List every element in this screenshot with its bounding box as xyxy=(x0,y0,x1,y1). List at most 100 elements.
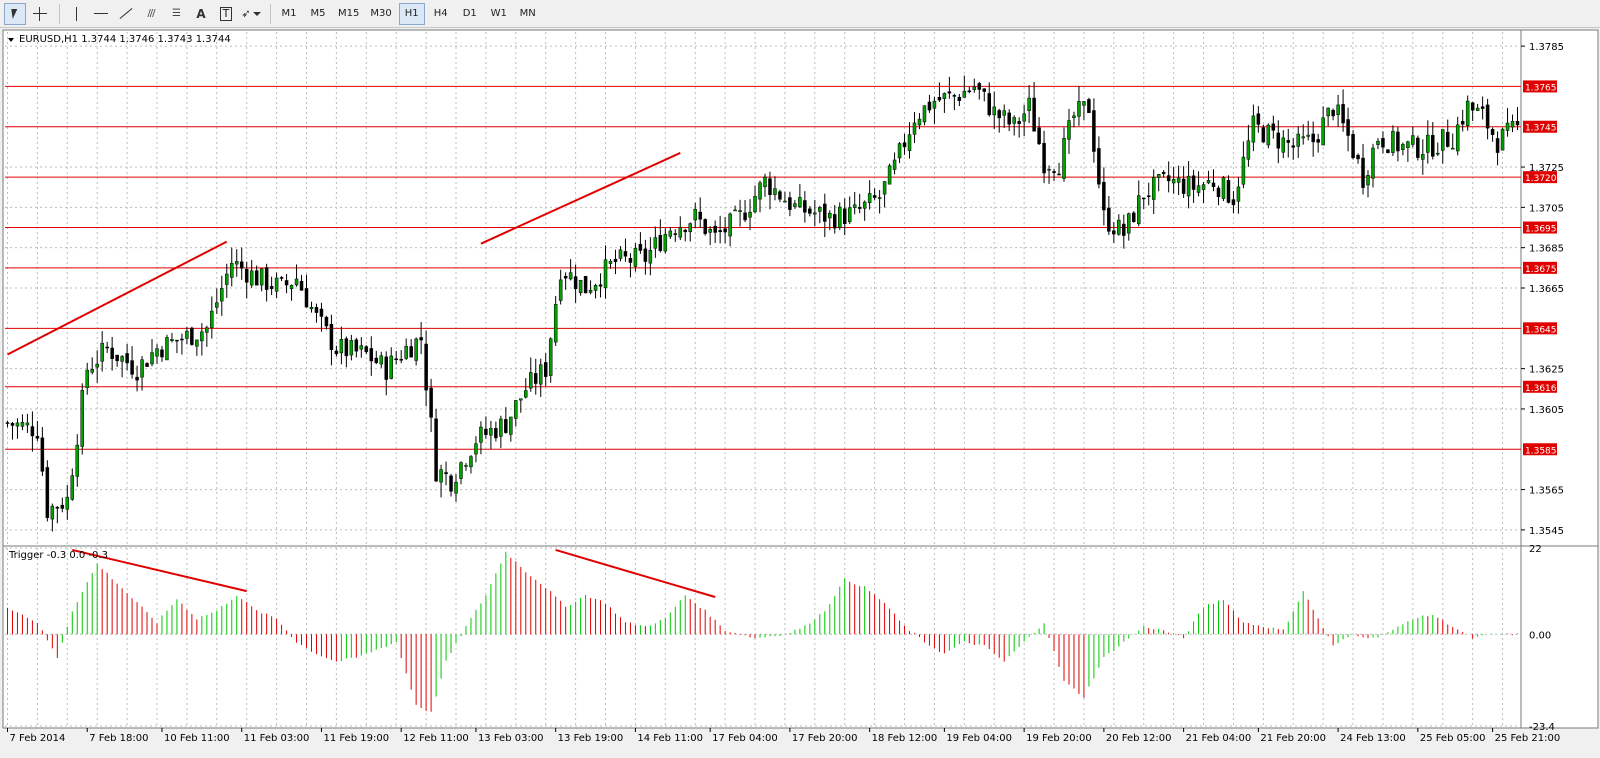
candle-bear xyxy=(1007,112,1011,125)
price-tick-label: 1.3725 xyxy=(1529,163,1564,174)
candle-bull xyxy=(529,372,533,389)
timeframe-button-m15[interactable]: M15 xyxy=(338,8,360,19)
text-tool-button[interactable]: A xyxy=(190,3,212,25)
timeframe-button-w1[interactable]: W1 xyxy=(490,8,507,19)
candle-bear xyxy=(1211,182,1216,187)
candle-bull xyxy=(75,444,80,477)
candle-bull xyxy=(65,496,70,510)
candle-bull xyxy=(593,284,598,291)
chart-background xyxy=(0,28,1600,758)
candle-bear xyxy=(977,83,982,90)
indicator-trendline[interactable] xyxy=(555,549,716,598)
vertical-line-tool-button[interactable] xyxy=(65,3,87,25)
candle-bull xyxy=(1186,175,1191,197)
time-tick-label: 17 Feb 20:00 xyxy=(792,733,858,744)
text-label-tool-button[interactable]: T xyxy=(215,3,237,25)
price-tick-label: 1.3785 xyxy=(1529,42,1564,53)
candles xyxy=(5,75,1520,532)
candle-bear xyxy=(1132,212,1136,223)
indicator-trendline[interactable] xyxy=(72,548,247,593)
candle-bull xyxy=(688,223,692,233)
candle-bear xyxy=(952,95,957,97)
candle-bull xyxy=(728,213,732,237)
candle-bull xyxy=(1376,140,1380,145)
candle-bear xyxy=(409,346,413,358)
trendline[interactable] xyxy=(480,152,681,245)
candle-bull xyxy=(693,208,697,221)
candle-bear xyxy=(613,258,618,262)
candle-bear xyxy=(1226,180,1231,203)
timeframe-button-d1[interactable]: D1 xyxy=(462,8,477,19)
horizontal-line-tool-button[interactable] xyxy=(90,3,112,25)
candle-bear xyxy=(484,428,488,435)
price-tick-label: 1.3605 xyxy=(1529,405,1564,416)
candle-bear xyxy=(1097,148,1101,185)
time-tick-label: 7 Feb 2014 xyxy=(9,733,65,744)
candle-bear xyxy=(778,191,782,200)
level-label-bg xyxy=(1523,171,1557,184)
timeframe-button-mn[interactable]: MN xyxy=(519,8,536,19)
equidistant-channel-tool-button[interactable]: /// xyxy=(140,3,162,25)
candle-bear xyxy=(703,219,707,234)
fibonacci-icon: ☰ xyxy=(172,8,181,19)
candle-bull xyxy=(1321,117,1325,146)
candle-bull xyxy=(230,262,234,278)
trendline-tool-button[interactable] xyxy=(115,3,137,25)
indicator-pane[interactable] xyxy=(2,545,1522,729)
timeframe-button-m30[interactable]: M30 xyxy=(370,8,392,19)
candle-bull xyxy=(1137,195,1141,225)
candle-bear xyxy=(374,357,379,364)
candle-bear xyxy=(1092,110,1096,152)
candle-bull xyxy=(509,416,513,435)
grid xyxy=(5,32,1521,727)
candle-bear xyxy=(1515,120,1520,126)
horizontal-line-icon xyxy=(94,13,108,14)
candle-bear xyxy=(623,251,628,257)
chart-menu-arrow-icon[interactable] xyxy=(8,38,14,42)
timeframe-button-h1[interactable]: H1 xyxy=(398,2,425,25)
candle-bull xyxy=(1326,107,1330,117)
candle-bull xyxy=(818,207,822,212)
candle-bear xyxy=(803,200,807,213)
time-tick-label: 21 Feb 20:00 xyxy=(1260,733,1326,744)
candle-bull xyxy=(972,86,977,90)
candle-bear xyxy=(997,110,1001,119)
crosshair-tool-button[interactable] xyxy=(29,3,51,25)
candle-bull xyxy=(912,122,917,135)
candle-bear xyxy=(45,467,50,518)
timeframe-button-m1[interactable]: M1 xyxy=(281,8,297,19)
candle-bull xyxy=(1127,213,1131,234)
candle-bull xyxy=(469,456,473,468)
price-tick-label: 1.3705 xyxy=(1529,203,1564,214)
cursor-tool-button[interactable] xyxy=(4,2,26,25)
candle-bull xyxy=(514,400,518,419)
candle-bull xyxy=(379,355,384,365)
candle-bear xyxy=(504,419,508,433)
candle-bear xyxy=(494,428,498,439)
candle-bull xyxy=(225,273,229,285)
candle-bear xyxy=(628,258,633,263)
candle-bull xyxy=(294,278,299,286)
chart-window[interactable]: 1.3765 1.3745 1.3720 1.3695 1.3675 1.3645 1.36… xyxy=(0,28,1600,758)
fibonacci-tool-button[interactable]: ☰ xyxy=(165,3,187,25)
candle-bull xyxy=(538,364,543,385)
candle-bull xyxy=(205,327,209,333)
candle-bull xyxy=(339,339,344,354)
candle-bull xyxy=(1171,178,1176,184)
timeframe-button-h4[interactable]: H4 xyxy=(433,8,448,19)
candle-bear xyxy=(319,308,324,317)
candle-bull xyxy=(150,352,154,365)
candle-bull xyxy=(942,93,947,99)
candle-bull xyxy=(653,237,658,249)
arrows-tool-button[interactable]: ➶ xyxy=(240,3,262,25)
trendline[interactable] xyxy=(7,240,228,356)
candle-bull xyxy=(1047,168,1051,171)
candle-bull xyxy=(877,197,882,199)
time-tick-label: 7 Feb 18:00 xyxy=(89,733,148,744)
timeframe-button-m5[interactable]: M5 xyxy=(310,8,326,19)
candle-bull xyxy=(1027,97,1031,111)
candle-bull xyxy=(1406,141,1410,148)
candle-bear xyxy=(768,178,772,195)
candle-bull xyxy=(15,422,20,427)
candle-bull xyxy=(1426,134,1430,153)
